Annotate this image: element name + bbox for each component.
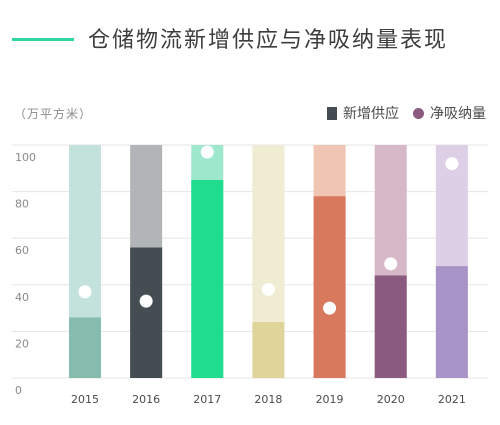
legend-item-supply: 新增供应 [327,103,399,123]
bar-supply-2016 [130,247,163,378]
y-tick-label-20: 20 [15,337,29,350]
absorption-dot-2017 [200,145,214,159]
legend: 新增供应 净吸纳量 [327,103,486,123]
x-tick-label-2019: 2019 [316,393,344,406]
title-accent-line [12,38,74,41]
absorption-dot-2015 [78,285,92,299]
absorption-dot-2018 [261,282,275,296]
bar-supply-2021 [435,266,468,378]
absorption-dot-2021 [445,157,459,171]
x-tick-label-2016: 2016 [132,393,160,406]
legend-supply-swatch [327,106,337,120]
bar-supply-2015 [69,317,101,378]
legend-absorption-dot [413,107,424,119]
bar-supply-2017 [191,179,224,378]
legend-item-absorption: 净吸纳量 [413,103,486,123]
x-tick-label-2017: 2017 [193,393,221,406]
x-tick-label-2020: 2020 [377,393,405,406]
legend-absorption-label: 净吸纳量 [430,106,486,122]
x-tick-label-2018: 2018 [254,393,282,406]
y-axis-unit: （万平方米） [14,107,93,121]
x-tick-label-2021: 2021 [438,393,466,406]
y-tick-label-80: 80 [15,198,29,211]
absorption-dot-2020 [384,257,398,271]
y-tick-label-100: 100 [15,151,36,164]
chart-title: 仓储物流新增供应与净吸纳量表现 [88,28,449,53]
y-tick-label-60: 60 [15,244,29,257]
y-tick-label-0: 0 [15,384,22,397]
bar-supply-2018 [252,322,285,378]
absorption-dot-2016 [139,294,153,308]
bar-supply-2019 [313,196,346,378]
legend-supply-label: 新增供应 [343,106,399,122]
bar-supply-2020 [374,275,407,378]
x-tick-label-2015: 2015 [71,393,99,406]
absorption-dot-2019 [323,301,337,315]
y-tick-label-40: 40 [15,291,29,304]
